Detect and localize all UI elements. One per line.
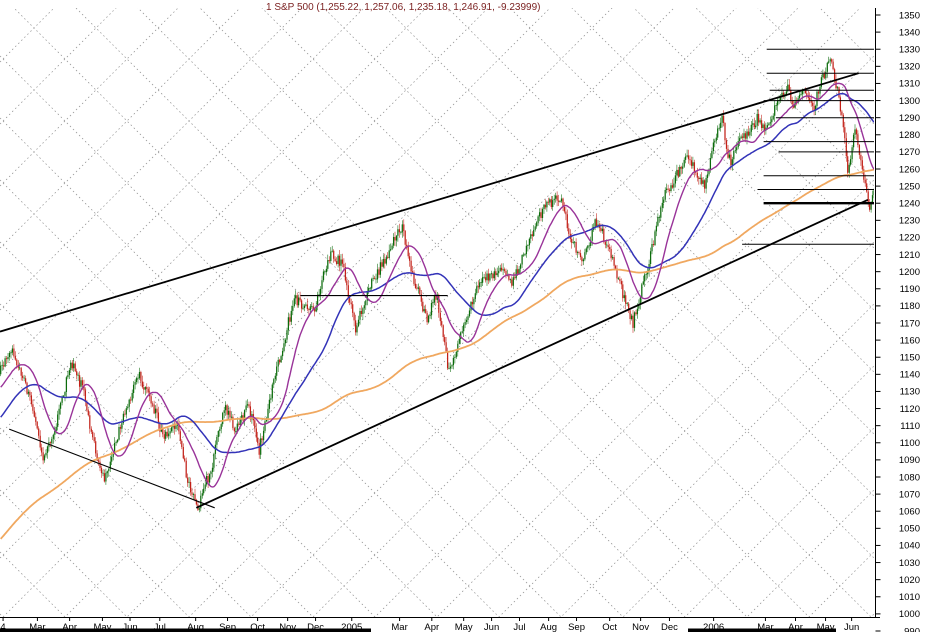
svg-text:Nov: Nov [279, 622, 296, 632]
svg-text:Mar: Mar [29, 622, 45, 632]
svg-text:4: 4 [0, 622, 5, 632]
svg-text:1130: 1130 [900, 387, 920, 398]
svg-text:1160: 1160 [900, 335, 920, 346]
svg-text:1050: 1050 [899, 524, 920, 535]
svg-text:May: May [817, 622, 835, 632]
svg-text:1070: 1070 [899, 489, 920, 500]
svg-text:1260: 1260 [899, 164, 920, 175]
svg-text:1240: 1240 [899, 199, 920, 210]
svg-text:Jun: Jun [484, 622, 499, 632]
candle-bodies-down [3, 59, 871, 510]
svg-text:1180: 1180 [900, 301, 920, 312]
svg-text:1200: 1200 [899, 267, 920, 278]
svg-text:Nov: Nov [632, 622, 649, 632]
svg-text:1250: 1250 [899, 181, 920, 192]
svg-text:1060: 1060 [899, 507, 920, 518]
svg-text:1150: 1150 [900, 353, 920, 364]
svg-text:1280: 1280 [899, 130, 920, 141]
svg-text:1220: 1220 [899, 233, 920, 244]
y-axis-labels: 1350 1340 1330 1320 1310 1300 1290 1280 1270 1260… [875, 10, 920, 632]
svg-text:1310: 1310 [899, 79, 920, 90]
svg-text:Dec: Dec [661, 622, 678, 632]
svg-text:1230: 1230 [899, 216, 920, 227]
svg-text:1120: 1120 [900, 404, 920, 415]
svg-text:1350: 1350 [899, 10, 920, 21]
svg-text:May: May [93, 622, 111, 632]
svg-text:May: May [455, 622, 473, 632]
svg-text:Mar: Mar [391, 622, 407, 632]
trendline-downtrend-2004[interactable] [9, 428, 215, 509]
chart-title: 1 S&P 500 (1,255.22, 1,257.06, 1,235.18,… [266, 2, 541, 13]
svg-text:1340: 1340 [899, 27, 920, 38]
svg-text:1190: 1190 [900, 284, 920, 295]
svg-text:Jul: Jul [513, 622, 525, 632]
x-axis-labels: 4 Mar Apr May Jun Jul Aug Sep Oct Nov Dec 2005 Mar Ap… [0, 617, 859, 632]
svg-text:1290: 1290 [899, 113, 920, 124]
svg-text:2006: 2006 [703, 622, 724, 632]
bottom-edge-bar [0, 628, 371, 632]
ma-line-ma-200 [0, 168, 874, 540]
plot-area[interactable] [0, 0, 874, 632]
svg-text:Dec: Dec [307, 622, 324, 632]
trendline-upper-channel[interactable] [0, 72, 859, 333]
svg-text:1010: 1010 [899, 592, 920, 603]
svg-text:Jun: Jun [122, 622, 137, 632]
svg-text:1140: 1140 [900, 370, 920, 381]
svg-text:Jun: Jun [844, 622, 859, 632]
svg-text:Aug: Aug [187, 622, 204, 632]
svg-text:Apr: Apr [788, 622, 803, 632]
svg-text:Apr: Apr [424, 622, 439, 632]
svg-text:1210: 1210 [899, 250, 920, 261]
svg-text:1040: 1040 [899, 541, 920, 552]
svg-text:Jul: Jul [154, 622, 166, 632]
svg-text:990: 990 [904, 626, 920, 632]
svg-text:Apr: Apr [62, 622, 77, 632]
svg-text:Aug: Aug [540, 622, 557, 632]
svg-text:1100: 1100 [900, 438, 920, 449]
svg-text:Sep: Sep [219, 622, 236, 632]
svg-text:1030: 1030 [899, 558, 920, 569]
svg-text:1110: 1110 [900, 421, 920, 432]
svg-text:1020: 1020 [899, 575, 920, 586]
svg-text:1270: 1270 [899, 147, 920, 158]
svg-text:1080: 1080 [899, 472, 920, 483]
svg-text:1000: 1000 [899, 609, 920, 620]
svg-text:Sep: Sep [568, 622, 585, 632]
svg-text:1300: 1300 [899, 96, 920, 107]
svg-text:1330: 1330 [899, 45, 920, 56]
bottom-edge-bar [688, 628, 836, 632]
ma-line-ma-50 [0, 92, 874, 454]
svg-text:1170: 1170 [900, 318, 920, 329]
svg-text:Oct: Oct [602, 622, 617, 632]
svg-text:Oct: Oct [250, 622, 265, 632]
svg-text:2005: 2005 [341, 622, 362, 632]
svg-text:Mar: Mar [757, 622, 773, 632]
svg-text:1090: 1090 [899, 455, 920, 466]
ma-line-ma-20 [0, 82, 874, 488]
trendline-lower-channel[interactable] [195, 198, 869, 509]
svg-text:1320: 1320 [899, 62, 920, 73]
